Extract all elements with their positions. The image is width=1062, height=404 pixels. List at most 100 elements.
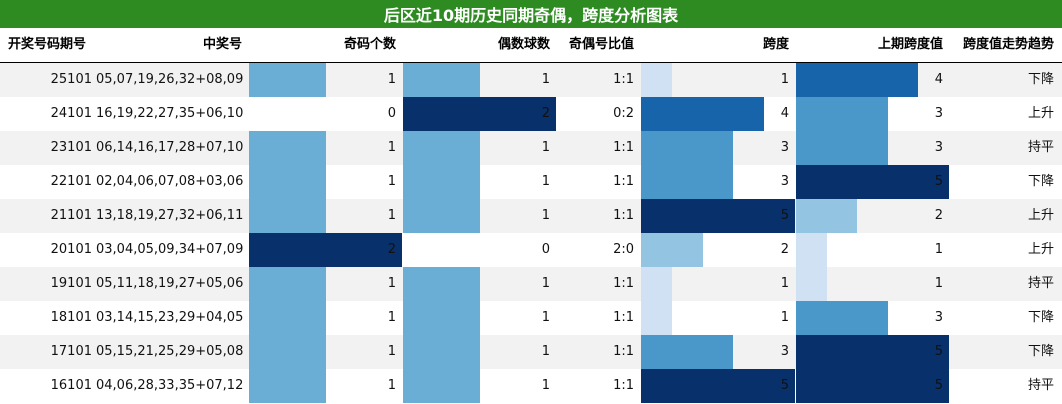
span-bar: [641, 199, 795, 233]
span-label: 4: [780, 106, 789, 121]
even-count-label: 1: [541, 140, 550, 155]
numbers-cell: 03,14,15,23,29+04,05: [96, 310, 244, 325]
odd-bar: [249, 335, 326, 369]
table-row: 18101 03,14,15,23,29+04,05 1 1 1:1 1 3 下降: [0, 301, 1062, 335]
period-cell: 24101: [50, 106, 92, 121]
even-count-label: 1: [541, 378, 550, 393]
prev_span-bar: [796, 233, 827, 267]
even-count-label: 0: [541, 242, 550, 257]
prev-span-label: 1: [934, 242, 943, 257]
table-row: 20101 03,04,05,09,34+07,09 2 0 2:0 2 1 上升: [0, 233, 1062, 267]
ratio-cell: 1:1: [613, 310, 634, 325]
even-count-label: 1: [541, 344, 550, 359]
prev-span-label: 4: [934, 72, 943, 87]
span-bar: [641, 131, 733, 165]
even-count-label: 1: [541, 72, 550, 87]
prev-span-label: 3: [934, 106, 943, 121]
prev-span-label: 5: [934, 378, 943, 393]
odd-bar: [249, 199, 326, 233]
numbers-cell: 05,15,21,25,29+05,08: [96, 344, 244, 359]
prev-span-label: 1: [934, 276, 943, 291]
trend-cell: 上升: [1027, 106, 1054, 121]
ratio-cell: 1:1: [613, 208, 634, 223]
prev-span-label: 5: [934, 174, 943, 189]
prev_span-bar: [796, 165, 949, 199]
prev_span-bar: [796, 335, 949, 369]
odd-count-label: 1: [387, 276, 396, 291]
table-row: 23101 06,14,16,17,28+07,10 1 1 1:1 3 3 持平: [0, 131, 1062, 165]
span-bar: [641, 267, 672, 301]
period-cell: 18101: [50, 310, 92, 325]
span-label: 3: [780, 140, 789, 155]
even-count-label: 1: [541, 208, 550, 223]
ratio-cell: 1:1: [613, 72, 634, 87]
even-bar: [403, 131, 480, 165]
trend-cell: 持平: [1027, 140, 1054, 155]
odd-bar: [249, 267, 326, 301]
header-period: 开奖号码期号: [8, 37, 87, 52]
header-numbers: 中奖号: [202, 37, 242, 52]
odd-count-label: 1: [387, 344, 396, 359]
table-header: 开奖号码期号 中奖号 奇码个数 偶数球数 奇偶号比值 跨度 上期跨度值 跨度值走…: [0, 28, 1062, 63]
table-row: 22101 02,04,06,07,08+03,06 1 1 1:1 3 5 下降: [0, 165, 1062, 199]
table-row: 24101 16,19,22,27,35+06,10 0 2 0:2 4 3 上升: [0, 97, 1062, 131]
odd-count-label: 1: [387, 72, 396, 87]
numbers-cell: 16,19,22,27,35+06,10: [96, 106, 244, 121]
odd-count-label: 0: [387, 106, 396, 121]
odd-count-label: 1: [387, 310, 396, 325]
span-label: 5: [780, 378, 789, 393]
chart-title: 后区近10期历史同期奇偶，跨度分析图表: [0, 0, 1062, 29]
span-bar: [641, 233, 703, 267]
header-prev-span: 上期跨度值: [877, 37, 943, 52]
prev_span-bar: [796, 131, 888, 165]
even-bar: [403, 335, 480, 369]
span-label: 5: [780, 208, 789, 223]
period-cell: 19101: [50, 276, 92, 291]
odd-bar: [249, 369, 326, 403]
period-cell: 21101: [50, 208, 92, 223]
even-bar: [403, 165, 480, 199]
odd-count-label: 1: [387, 174, 396, 189]
header-even-count: 偶数球数: [497, 37, 550, 52]
odd-bar: [249, 165, 326, 199]
trend-cell: 下降: [1027, 174, 1054, 189]
table-row: 19101 05,11,18,19,27+05,06 1 1 1:1 1 1 持平: [0, 267, 1062, 301]
span-bar: [641, 97, 764, 131]
period-cell: 25101: [50, 72, 92, 87]
table-row: 16101 04,06,28,33,35+07,12 1 1 1:1 5 5 持平: [0, 369, 1062, 403]
prev_span-bar: [796, 369, 949, 403]
trend-cell: 下降: [1027, 344, 1054, 359]
odd-bar: [249, 131, 326, 165]
header-ratio: 奇偶号比值: [568, 37, 634, 52]
numbers-cell: 05,07,19,26,32+08,09: [96, 72, 244, 87]
span-bar: [641, 335, 733, 369]
span-label: 2: [780, 242, 789, 257]
odd-count-label: 2: [387, 242, 396, 257]
even-bar: [403, 199, 480, 233]
span-label: 1: [780, 310, 789, 325]
odd-count-label: 1: [387, 378, 396, 393]
ratio-cell: 1:1: [613, 276, 634, 291]
period-cell: 16101: [50, 378, 92, 393]
ratio-cell: 0:2: [613, 106, 634, 121]
even-bar: [403, 301, 480, 335]
odd-bar: [249, 301, 326, 335]
odd-bar: [249, 233, 402, 267]
prev_span-bar: [796, 97, 888, 131]
numbers-cell: 03,04,05,09,34+07,09: [96, 242, 244, 257]
table-body: 25101 05,07,19,26,32+08,09 1 1 1:1 1 4 下降 24101 1…: [0, 63, 1062, 403]
period-cell: 22101: [50, 174, 92, 189]
numbers-cell: 06,14,16,17,28+07,10: [96, 140, 244, 155]
span-label: 3: [780, 174, 789, 189]
header-span: 跨度: [762, 37, 789, 52]
span-bar: [641, 63, 672, 97]
numbers-cell: 13,18,19,27,32+06,11: [96, 208, 244, 223]
prev-span-label: 3: [934, 140, 943, 155]
trend-cell: 持平: [1027, 276, 1054, 291]
header-trend: 跨度值走势趋势: [962, 37, 1054, 52]
prev-span-label: 2: [934, 208, 943, 223]
even-count-label: 1: [541, 174, 550, 189]
ratio-cell: 1:1: [613, 140, 634, 155]
prev_span-bar: [796, 301, 888, 335]
span-bar: [641, 369, 795, 403]
